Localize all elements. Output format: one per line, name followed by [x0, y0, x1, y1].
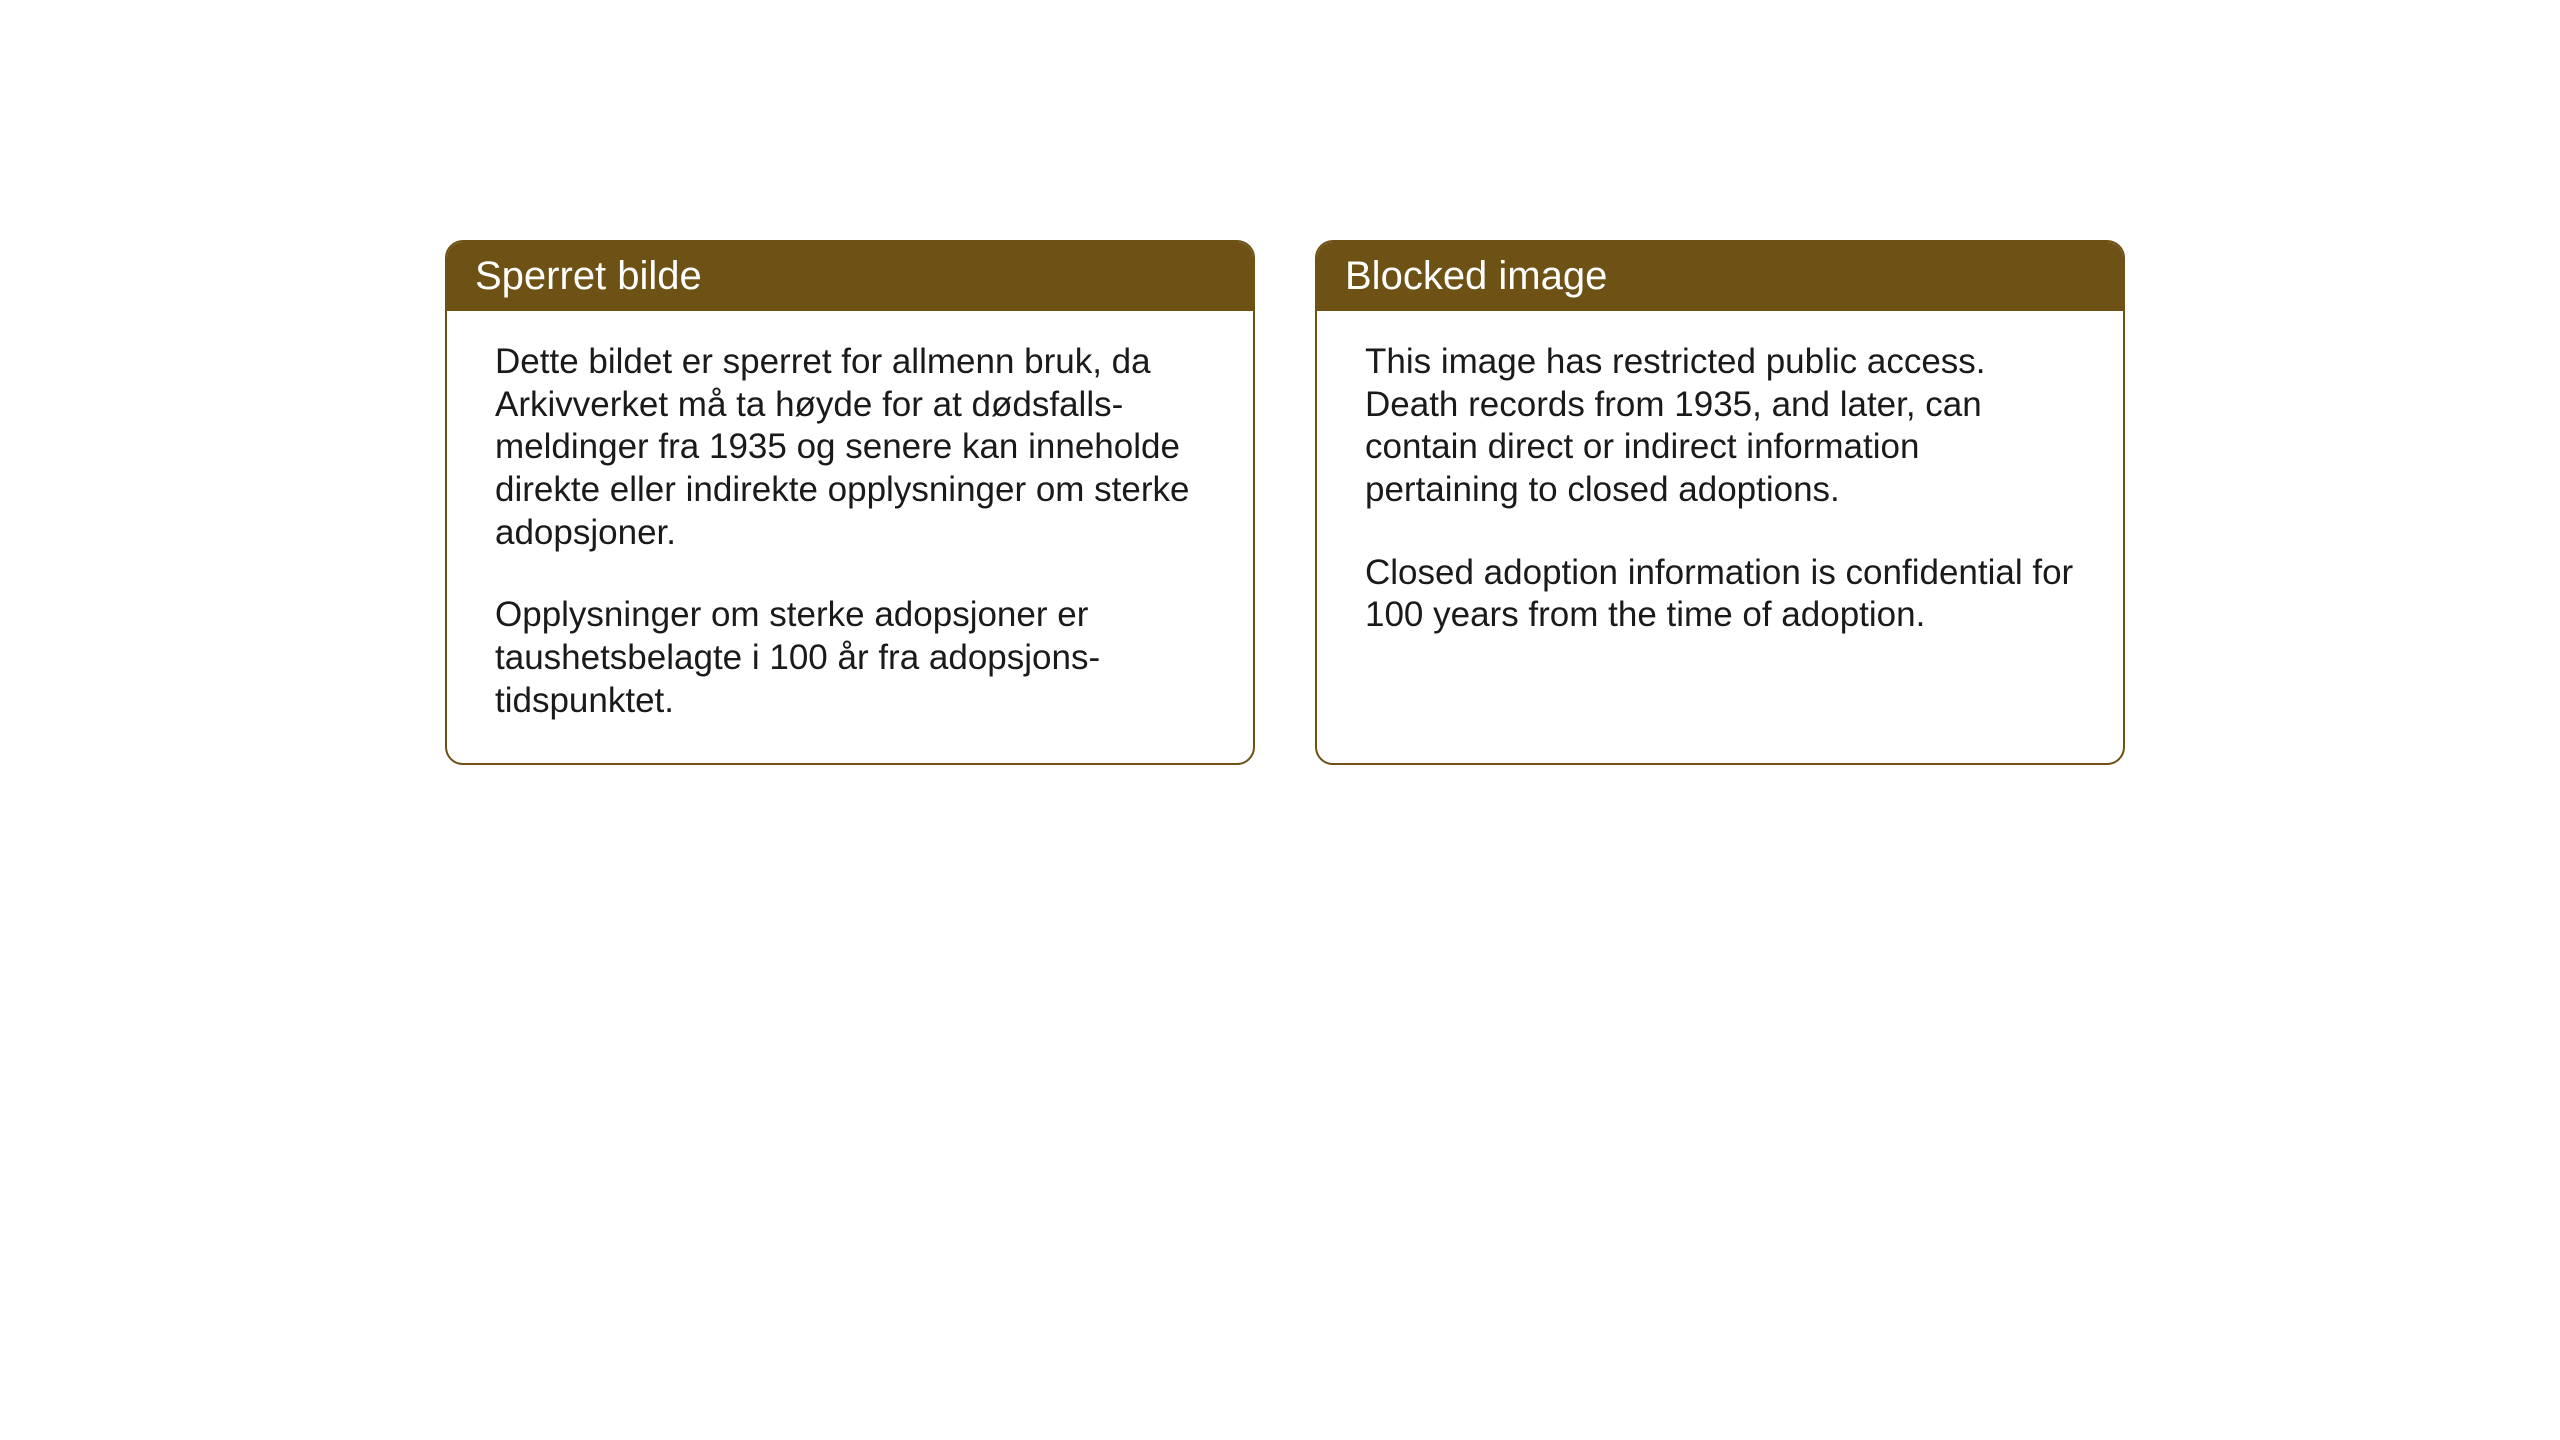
- card-title: Blocked image: [1345, 254, 1607, 298]
- cards-container: Sperret bilde Dette bildet er sperret fo…: [445, 240, 2560, 765]
- card-paragraph: Closed adoption information is confident…: [1365, 552, 2075, 637]
- card-paragraph: This image has restricted public access.…: [1365, 341, 2075, 512]
- card-header-norwegian: Sperret bilde: [447, 242, 1253, 311]
- card-norwegian: Sperret bilde Dette bildet er sperret fo…: [445, 240, 1255, 765]
- card-header-english: Blocked image: [1317, 242, 2123, 311]
- card-paragraph: Opplysninger om sterke adopsjoner er tau…: [495, 594, 1205, 722]
- card-paragraph: Dette bildet er sperret for allmenn bruk…: [495, 341, 1205, 554]
- card-body-english: This image has restricted public access.…: [1317, 311, 2123, 701]
- card-body-norwegian: Dette bildet er sperret for allmenn bruk…: [447, 311, 1253, 763]
- card-english: Blocked image This image has restricted …: [1315, 240, 2125, 765]
- card-title: Sperret bilde: [475, 254, 702, 298]
